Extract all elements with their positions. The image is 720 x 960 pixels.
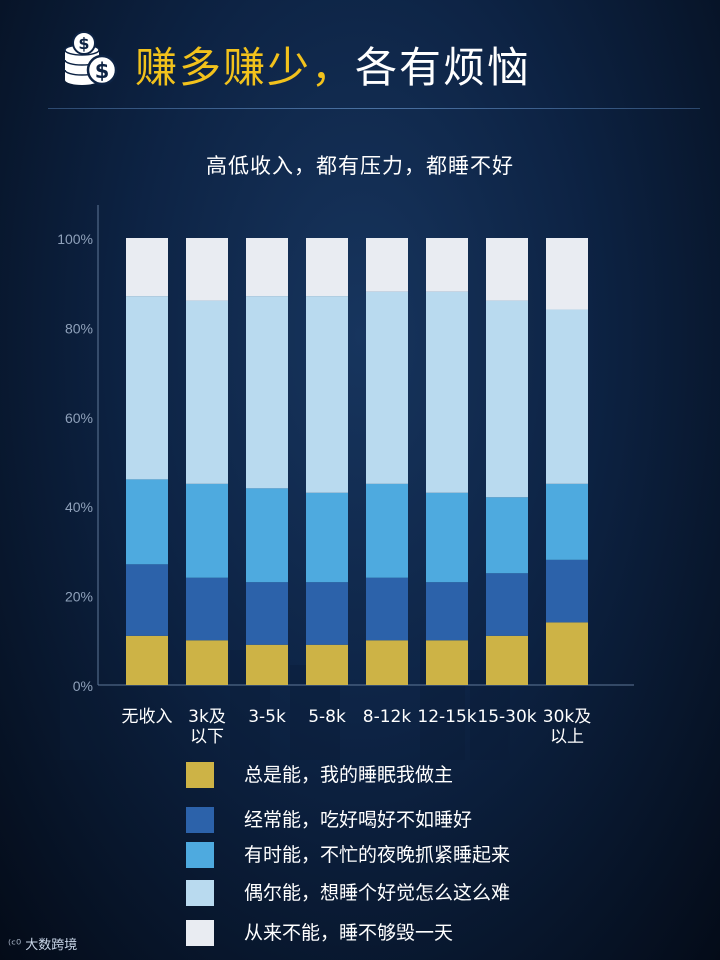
x-axis-ticks: 无收入 3k及以下 3-5k 5-8k 8-12k 12-15k 15-30k 30k及以上 xyxy=(122,707,592,747)
x-tick-label: 8-12k xyxy=(363,707,412,727)
bar-segment xyxy=(306,492,348,583)
bar-segment xyxy=(306,238,348,297)
bar-segment xyxy=(366,577,408,641)
x-tick-label: 15-30k xyxy=(477,707,536,727)
svg-text:$: $ xyxy=(95,59,110,83)
bar-segment xyxy=(546,483,588,560)
bar-segment xyxy=(546,559,588,623)
bar-segment xyxy=(126,479,168,565)
bar-segment xyxy=(486,238,528,301)
bar-segment xyxy=(246,238,288,297)
bar-segment xyxy=(306,582,348,645)
legend-swatch xyxy=(186,920,214,946)
legend-item: 经常能，吃好喝好不如睡好 xyxy=(186,807,546,833)
legend-item: 偶尔能，想睡个好觉怎么这么难 xyxy=(186,880,546,906)
bar-segment xyxy=(426,582,468,641)
bar-segment xyxy=(246,582,288,645)
bar-segment xyxy=(486,635,528,685)
bar-segment xyxy=(366,483,408,578)
legend-swatch xyxy=(186,807,214,833)
bar-segment xyxy=(426,640,468,685)
bar-segment xyxy=(126,238,168,297)
bar-segment xyxy=(186,483,228,578)
bar-segment xyxy=(126,564,168,636)
legend-label: 从来不能，睡不够毁一天 xyxy=(244,922,454,944)
watermark: ⁽ᶜ⁰ 大数跨境 xyxy=(8,934,77,953)
legend-item: 总是能，我的睡眠我做主 xyxy=(186,762,546,788)
chart-bars xyxy=(126,238,588,685)
x-tick-label: 无收入 xyxy=(122,707,173,727)
bar-segment xyxy=(546,238,588,310)
bar-segment xyxy=(546,622,588,685)
bar-segment xyxy=(426,492,468,583)
bar-segment xyxy=(486,300,528,498)
bar-segment xyxy=(186,300,228,484)
bar-segment xyxy=(546,309,588,484)
legend-label: 总是能，我的睡眠我做主 xyxy=(244,764,454,786)
chart-title: 高低收入，都有压力，都睡不好 xyxy=(206,154,514,178)
bar-segment xyxy=(426,291,468,493)
legend-swatch xyxy=(186,842,214,868)
x-tick-label: 12-15k xyxy=(417,707,476,727)
y-tick-label: 60% xyxy=(65,410,93,426)
page-title-accent: 赚多赚少， xyxy=(135,43,356,92)
page-title-rest: 各有烦恼 xyxy=(355,43,532,92)
bar-segment xyxy=(186,640,228,685)
bar-segment xyxy=(366,238,408,292)
y-tick-label: 20% xyxy=(65,589,93,605)
bar-segment xyxy=(126,635,168,685)
y-tick-label: 0% xyxy=(73,678,93,694)
bar-segment xyxy=(186,238,228,301)
legend-swatch xyxy=(186,762,214,788)
y-axis-ticks: 0% 20% 40% 60% 80% 100% xyxy=(57,231,93,694)
watermark-logo: ⁽ᶜ⁰ xyxy=(8,938,22,953)
y-tick-label: 40% xyxy=(65,499,93,515)
bar-segment xyxy=(486,497,528,574)
x-tick-label: 3-5k xyxy=(248,707,286,727)
legend-item: 从来不能，睡不够毁一天 xyxy=(186,920,546,946)
x-tick-label: 3k及以下 xyxy=(188,707,226,747)
bar-segment xyxy=(486,573,528,636)
y-tick-label: 100% xyxy=(57,231,93,247)
legend-item: 有时能，不忙的夜晚抓紧睡起来 xyxy=(186,842,546,868)
legend-label: 偶尔能，想睡个好觉怎么这么难 xyxy=(244,882,511,904)
x-tick-label: 5-8k xyxy=(308,707,346,727)
watermark-text: 大数跨境 xyxy=(25,938,78,953)
x-tick-label: 30k及以上 xyxy=(543,707,591,747)
stacked-bar-chart: 0% 20% 40% 60% 80% 100% 无收入 3k及以下 3-5k 5-8k 8-12k… xyxy=(57,205,634,760)
bar-segment xyxy=(366,291,408,484)
coin-stack-dollar-icon: $ $ xyxy=(64,31,118,86)
legend-label: 经常能，吃好喝好不如睡好 xyxy=(244,809,473,831)
bar-segment xyxy=(246,296,288,489)
legend-swatch xyxy=(186,880,214,906)
legend-label: 有时能，不忙的夜晚抓紧睡起来 xyxy=(244,844,511,866)
bar-segment xyxy=(306,644,348,685)
header-divider xyxy=(48,108,700,109)
bar-segment xyxy=(426,238,468,292)
bar-segment xyxy=(126,296,168,480)
bar-segment xyxy=(186,577,228,641)
bar-segment xyxy=(246,488,288,583)
bar-segment xyxy=(246,644,288,685)
bar-segment xyxy=(366,640,408,685)
y-tick-label: 80% xyxy=(65,320,93,336)
svg-text:$: $ xyxy=(78,34,89,53)
bar-segment xyxy=(306,296,348,493)
page-title: 赚多赚少，各有烦恼 xyxy=(135,34,531,95)
